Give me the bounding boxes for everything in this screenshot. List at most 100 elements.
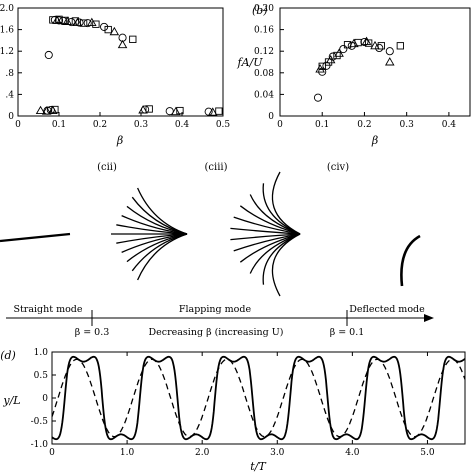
panel-a-point-circle <box>165 107 174 116</box>
straight-flag <box>0 232 71 243</box>
panel-a-point-triangle <box>87 17 97 27</box>
panel-a-xtick-label: 0.5 <box>216 120 231 130</box>
panel-b-point-triangle <box>385 57 395 66</box>
panel-b-point-triangle <box>361 36 372 45</box>
panel-b-ylabel: fA/U <box>237 56 264 69</box>
panel-b-point-triangle <box>370 40 380 50</box>
series-solid-line <box>51 355 466 441</box>
panel-d-xlabel: t/T <box>250 460 267 473</box>
panel-d-xtick-label: 0 <box>49 448 55 458</box>
panel-a-point-square <box>61 16 69 25</box>
snapshot-label-cii: (cii) <box>97 162 117 173</box>
panel-a-point-square <box>215 107 223 115</box>
flapping-curve-2 <box>271 171 301 235</box>
panel-b-point-circle <box>322 61 331 70</box>
panel-a-xlabel: β <box>116 134 123 147</box>
panel-d-xtick-label: 3.0 <box>270 448 285 458</box>
panel-a-point-triangle <box>35 105 46 115</box>
panel-d-ytick-label: 0.5 <box>34 371 49 381</box>
panel-a-ytick-label: 2.0 <box>0 4 14 14</box>
panel-a-point-square <box>92 20 100 28</box>
panel-d-xtick-label: 4.0 <box>345 448 360 458</box>
panel-b-points <box>313 36 404 102</box>
flapping-snapshot-2 <box>230 171 301 297</box>
panel-a-point-triangle <box>138 105 148 114</box>
panel-a-ticks: 0 0.1 0.2 0.3 0.4 0.50.4.81.21.62.0 <box>0 4 230 130</box>
panel-a-point-triangle <box>62 16 72 25</box>
panel-a-point-circle <box>44 50 53 60</box>
panel-b-xtick-label: 0.2 <box>357 120 371 130</box>
panel-b-ytick-label: 0.16 <box>254 26 274 36</box>
panel-b-frame <box>279 7 471 117</box>
panel-a-point-square <box>129 35 137 43</box>
panel-a-point-circle <box>100 22 109 31</box>
panel-a-point-triangle <box>207 107 218 116</box>
panel-a-point-square <box>51 105 59 114</box>
panel-d-ylabel: y/L <box>2 394 20 407</box>
panel-b-ytick-label: 0.20 <box>254 4 274 14</box>
panel-b-point-square <box>354 38 362 47</box>
marker-beta-right: β = 0.1 <box>330 327 365 338</box>
panel-a-ytick-label: .8 <box>5 69 14 79</box>
panel-a: 0 0.1 0.2 0.3 0.4 0.50.4.81.21.62.0 β <box>0 4 230 147</box>
flapping-curve-2 <box>230 227 301 235</box>
panel-d-ytick-label: 1.0 <box>34 348 49 358</box>
panel-a-point-square <box>104 25 112 34</box>
panel-a-point-triangle <box>109 26 120 36</box>
panel-a-point-triangle <box>41 106 52 115</box>
panel-b-point-circle <box>375 43 384 53</box>
marker-beta-left: β = 0.3 <box>75 327 110 338</box>
panel-b-xtick-label: 0 <box>277 120 283 130</box>
timeline: Straight mode Flapping mode Deflected mo… <box>6 304 434 338</box>
panel-b-point-triangle <box>315 64 325 73</box>
panel-b-point-circle <box>313 93 323 102</box>
panel-b-xlabel: β <box>371 134 378 147</box>
panel-b-ticks: 0 0.1 0.2 0.3 0.4 0 0.04 0.08 0.12 0.16 0.20 <box>254 4 456 130</box>
panel-d-xtick-label: 5.0 <box>420 448 435 458</box>
panel-b-point-square <box>365 39 373 47</box>
mode-straight: Straight mode <box>13 304 82 315</box>
panel-b-point-circle <box>360 37 369 47</box>
panel-a-point-circle <box>67 17 76 27</box>
panel-a-point-triangle <box>48 105 58 115</box>
panel-b-ytick-label: 0.08 <box>254 69 274 79</box>
panel-d: (d) 0 1.0 2.0 3.0 4.0 5.01.00.50-0.5-1.0 y/L … <box>0 348 466 473</box>
panel-b-label: (b) <box>252 4 268 17</box>
panel-b-point-square <box>396 42 404 50</box>
panel-b: (b) 0 0.1 0.2 0.3 0.4 0 0.04 0.08 0.12 0.16 0.20 f… <box>237 4 471 147</box>
panel-b-xtick-label: 0.4 <box>442 120 457 130</box>
panel-d-xtick-label: 1.0 <box>120 448 135 458</box>
deflected-flag <box>400 234 421 287</box>
series-dashed-line <box>51 358 466 438</box>
mode-deflected: Deflected mode <box>349 304 425 315</box>
panel-a-ytick-label: 0 <box>8 112 14 122</box>
flapping-curve-2 <box>233 233 301 252</box>
flapping-curve-2 <box>262 183 301 235</box>
snapshot-label-ciii: (ciii) <box>205 162 228 173</box>
flapping-curve-1 <box>137 233 188 281</box>
flapping-curve-2 <box>249 194 301 235</box>
panel-a-point-square <box>145 105 153 113</box>
flapping-curve-2 <box>249 233 301 274</box>
panel-b-point-triangle <box>325 54 336 64</box>
snapshot-label-civ: (civ) <box>327 162 349 173</box>
panel-a-point-triangle <box>171 106 181 116</box>
panel-d-label: (d) <box>0 349 16 362</box>
panel-a-xtick-label: 0.3 <box>134 120 149 130</box>
panel-a-ytick-label: 1.2 <box>0 47 14 57</box>
panel-a-xtick-label: 0 <box>15 120 21 130</box>
panel-d-ticks: 0 1.0 2.0 3.0 4.0 5.0 1.0 0.5 0 -0.5 -1.0 <box>31 348 435 458</box>
flapping-curve-2 <box>271 233 301 297</box>
panel-b-point-triangle <box>334 48 344 57</box>
panel-a-xtick-label: 0.4 <box>175 120 190 130</box>
flapping-curve-2 <box>230 233 301 241</box>
panel-d-ytick-label: 0 <box>42 394 48 404</box>
mode-flapping: Flapping mode <box>179 304 252 315</box>
panel-b-ytick-label: 0.04 <box>254 90 274 100</box>
panel-a-point-circle <box>75 18 84 27</box>
flapping-curve-2 <box>239 205 301 235</box>
panel-b-point-circle <box>339 44 348 54</box>
flapping-curve-2 <box>233 216 301 235</box>
panel-b-ytick-label: 0 <box>268 112 274 122</box>
panel-a-point-triangle <box>52 15 62 24</box>
